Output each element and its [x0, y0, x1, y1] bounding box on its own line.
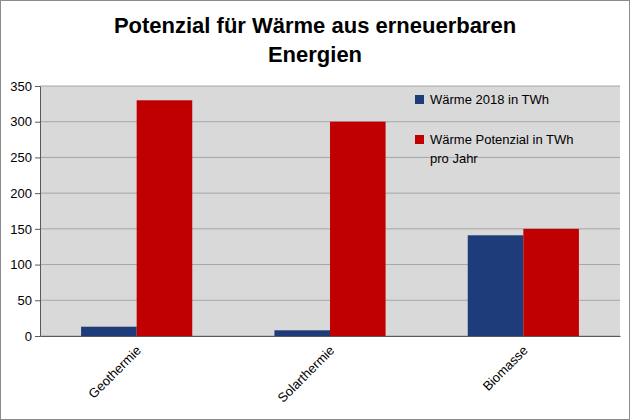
legend-swatch	[415, 135, 424, 144]
y-tick-mark	[35, 265, 40, 266]
bar	[330, 122, 386, 336]
legend-swatch	[415, 95, 424, 104]
y-tick: 150	[10, 222, 40, 237]
chart-border	[1, 1, 630, 420]
y-tick: 50	[18, 293, 40, 308]
plot: 0 50 100 150 200 250 300 350 Geothermie Solarther…	[10, 79, 620, 406]
y-tick-label: 100	[10, 257, 32, 272]
bars	[81, 100, 579, 336]
x-axis: Geothermie Solarthermie Biomasse	[41, 336, 621, 405]
y-tick-mark	[35, 86, 40, 87]
y-tick-label: 50	[18, 293, 32, 308]
x-tick-label: Solarthermie	[275, 343, 338, 406]
y-tick-label: 0	[25, 329, 32, 344]
bar	[468, 235, 524, 336]
bar	[523, 229, 579, 336]
legend-label: Wärme 2018 in TWh	[430, 92, 549, 107]
grid	[40, 86, 620, 336]
plot-background	[40, 86, 620, 336]
y-tick-mark	[35, 336, 40, 337]
x-tick: Solarthermie	[275, 336, 338, 405]
y-tick-mark	[35, 229, 40, 230]
x-tick: Biomasse	[480, 336, 531, 394]
y-tick: 0	[25, 329, 40, 344]
y-tick-label: 200	[10, 186, 32, 201]
bar	[137, 100, 193, 336]
bar	[274, 330, 330, 336]
y-tick-label: 250	[10, 150, 32, 165]
grid-line	[40, 86, 620, 87]
chart: Potenzial für Wärme aus erneuerbarenEner…	[0, 0, 630, 420]
y-tick: 300	[10, 114, 40, 129]
y-axis: 0 50 100 150 200 250 300 350	[10, 79, 40, 344]
y-tick: 100	[10, 257, 40, 272]
x-tick-label: Geothermie	[85, 343, 144, 402]
legend-label: Wärme Potenzial in TWhpro Jahr	[430, 132, 574, 166]
chart-title: Potenzial für Wärme aus erneuerbarenEner…	[114, 13, 516, 67]
y-tick-label: 350	[10, 79, 32, 94]
x-tick: Geothermie	[85, 336, 144, 401]
y-tick: 250	[10, 150, 40, 165]
y-tick-mark	[35, 300, 40, 301]
y-tick: 200	[10, 186, 40, 201]
bar	[81, 327, 137, 336]
y-tick-label: 300	[10, 114, 32, 129]
x-tick-label: Biomasse	[480, 343, 531, 394]
y-tick-label: 150	[10, 222, 32, 237]
legend: Wärme 2018 in TWh Wärme Potenzial in TWhp…	[415, 92, 574, 166]
y-tick-mark	[35, 193, 40, 194]
y-tick-mark	[35, 157, 40, 158]
y-axis-line	[40, 87, 41, 337]
y-tick: 350	[10, 79, 40, 94]
x-axis-line	[41, 336, 621, 337]
y-tick-mark	[35, 122, 40, 123]
